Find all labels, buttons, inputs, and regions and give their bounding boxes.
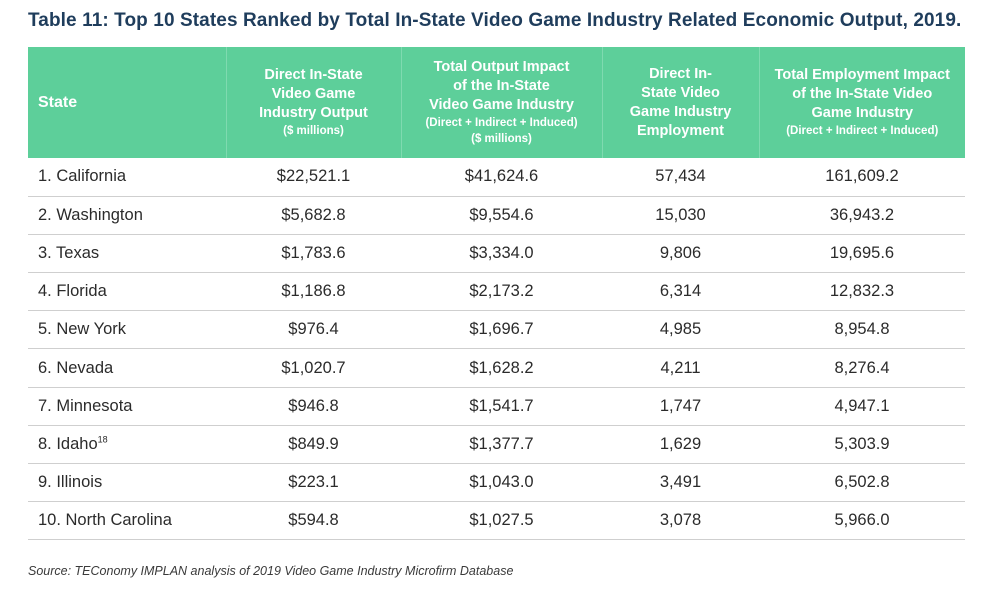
direct-output-cell: $22,521.1 <box>226 158 401 197</box>
state-cell: 6. Nevada <box>28 348 226 388</box>
header-total-employment-note: (Direct + Indirect + Induced) <box>786 125 939 137</box>
state-cell: 8. Idaho18 <box>28 425 226 465</box>
total-output-cell: $1,043.0 <box>401 463 602 503</box>
total-output-cell: $1,696.7 <box>401 310 602 350</box>
total-employment-cell: 5,303.9 <box>759 425 965 465</box>
state-cell: 1. California <box>28 158 226 197</box>
header-row: State Direct In-State Video Game Industr… <box>28 47 965 158</box>
header-direct-output-unit: ($ millions) <box>283 125 344 137</box>
direct-employment-cell: 3,078 <box>602 501 759 541</box>
direct-employment-cell: 57,434 <box>602 158 759 197</box>
total-output-cell: $1,541.7 <box>401 387 602 426</box>
table-row: 1. California $22,521.1 $41,624.6 57,434 161… <box>28 158 965 197</box>
direct-employment-cell: 4,211 <box>602 348 759 388</box>
direct-output-cell: $976.4 <box>226 310 401 350</box>
state-cell: 7. Minnesota <box>28 387 226 426</box>
total-employment-cell: 4,947.1 <box>759 387 965 426</box>
total-output-cell: $41,624.6 <box>401 158 602 197</box>
total-output-cell: $2,173.2 <box>401 272 602 312</box>
total-employment-cell: 6,502.8 <box>759 463 965 503</box>
state-cell: 9. Illinois <box>28 463 226 503</box>
direct-output-cell: $1,186.8 <box>226 272 401 312</box>
data-table: State Direct In-State Video Game Industr… <box>28 47 965 541</box>
state-cell: 4. Florida <box>28 272 226 312</box>
direct-employment-cell: 1,747 <box>602 387 759 426</box>
header-direct-employment: Direct In- State Video Game Industry Emp… <box>601 47 759 158</box>
direct-output-cell: $223.1 <box>226 463 401 503</box>
table-body: 1. California $22,521.1 $41,624.6 57,434 161… <box>28 158 965 541</box>
header-direct-output: Direct In-State Video Game Industry Outp… <box>225 47 401 158</box>
direct-employment-cell: 3,491 <box>602 463 759 503</box>
total-output-cell: $9,554.6 <box>401 196 602 235</box>
footnote-marker: 18 <box>97 434 108 445</box>
total-output-cell: $1,628.2 <box>401 348 602 388</box>
table-row: 2. Washington $5,682.8 $9,554.6 15,030 36,94… <box>28 196 965 235</box>
header-total-output: Total Output Impact of the In-State Vide… <box>400 47 602 158</box>
total-employment-cell: 19,695.6 <box>759 234 965 274</box>
table-row: 3. Texas $1,783.6 $3,334.0 9,806 19,695.6 <box>28 234 965 274</box>
total-output-cell: $3,334.0 <box>401 234 602 274</box>
state-cell: 5. New York <box>28 310 226 350</box>
source-note: Source: TEConomy IMPLAN analysis of 2019… <box>28 564 514 578</box>
table-row: 5. New York $976.4 $1,696.7 4,985 8,954.8 <box>28 310 965 350</box>
total-employment-cell: 8,954.8 <box>759 310 965 350</box>
state-cell: 2. Washington <box>28 196 226 235</box>
header-total-employment: Total Employment Impact of the In-State … <box>758 47 965 158</box>
direct-output-cell: $5,682.8 <box>226 196 401 235</box>
direct-output-cell: $594.8 <box>226 501 401 541</box>
direct-employment-cell: 15,030 <box>602 196 759 235</box>
total-employment-cell: 36,943.2 <box>759 196 965 235</box>
table-row: 4. Florida $1,186.8 $2,173.2 6,314 12,832.3 <box>28 272 965 312</box>
direct-employment-cell: 4,985 <box>602 310 759 350</box>
direct-employment-cell: 9,806 <box>602 234 759 274</box>
direct-output-cell: $1,020.7 <box>226 348 401 388</box>
state-cell: 3. Texas <box>28 234 226 274</box>
direct-output-cell: $1,783.6 <box>226 234 401 274</box>
table-header: State Direct In-State Video Game Industr… <box>28 47 965 158</box>
table-row: 10. North Carolina $594.8 $1,027.5 3,078 5,9… <box>28 501 965 541</box>
table-row: 9. Illinois $223.1 $1,043.0 3,491 6,502.8 <box>28 463 965 503</box>
header-state: State <box>28 47 226 158</box>
total-employment-cell: 5,966.0 <box>759 501 965 541</box>
total-output-cell: $1,377.7 <box>401 425 602 465</box>
direct-employment-cell: 6,314 <box>602 272 759 312</box>
total-employment-cell: 12,832.3 <box>759 272 965 312</box>
state-cell: 10. North Carolina <box>28 501 226 541</box>
header-total-output-unit: ($ millions) <box>471 133 532 145</box>
table-row: 7. Minnesota $946.8 $1,541.7 1,747 4,947.1 <box>28 387 965 426</box>
direct-employment-cell: 1,629 <box>602 425 759 465</box>
total-employment-cell: 8,276.4 <box>759 348 965 388</box>
total-output-cell: $1,027.5 <box>401 501 602 541</box>
table-title: Table 11: Top 10 States Ranked by Total … <box>28 10 962 31</box>
total-employment-cell: 161,609.2 <box>759 158 965 197</box>
table-row: 6. Nevada $1,020.7 $1,628.2 4,211 8,276.4 <box>28 348 965 388</box>
table-row: 8. Idaho18 $849.9 $1,377.7 1,629 5,303.9 <box>28 425 965 465</box>
header-total-output-note: (Direct + Indirect + Induced) <box>425 117 578 129</box>
direct-output-cell: $946.8 <box>226 387 401 426</box>
direct-output-cell: $849.9 <box>226 425 401 465</box>
